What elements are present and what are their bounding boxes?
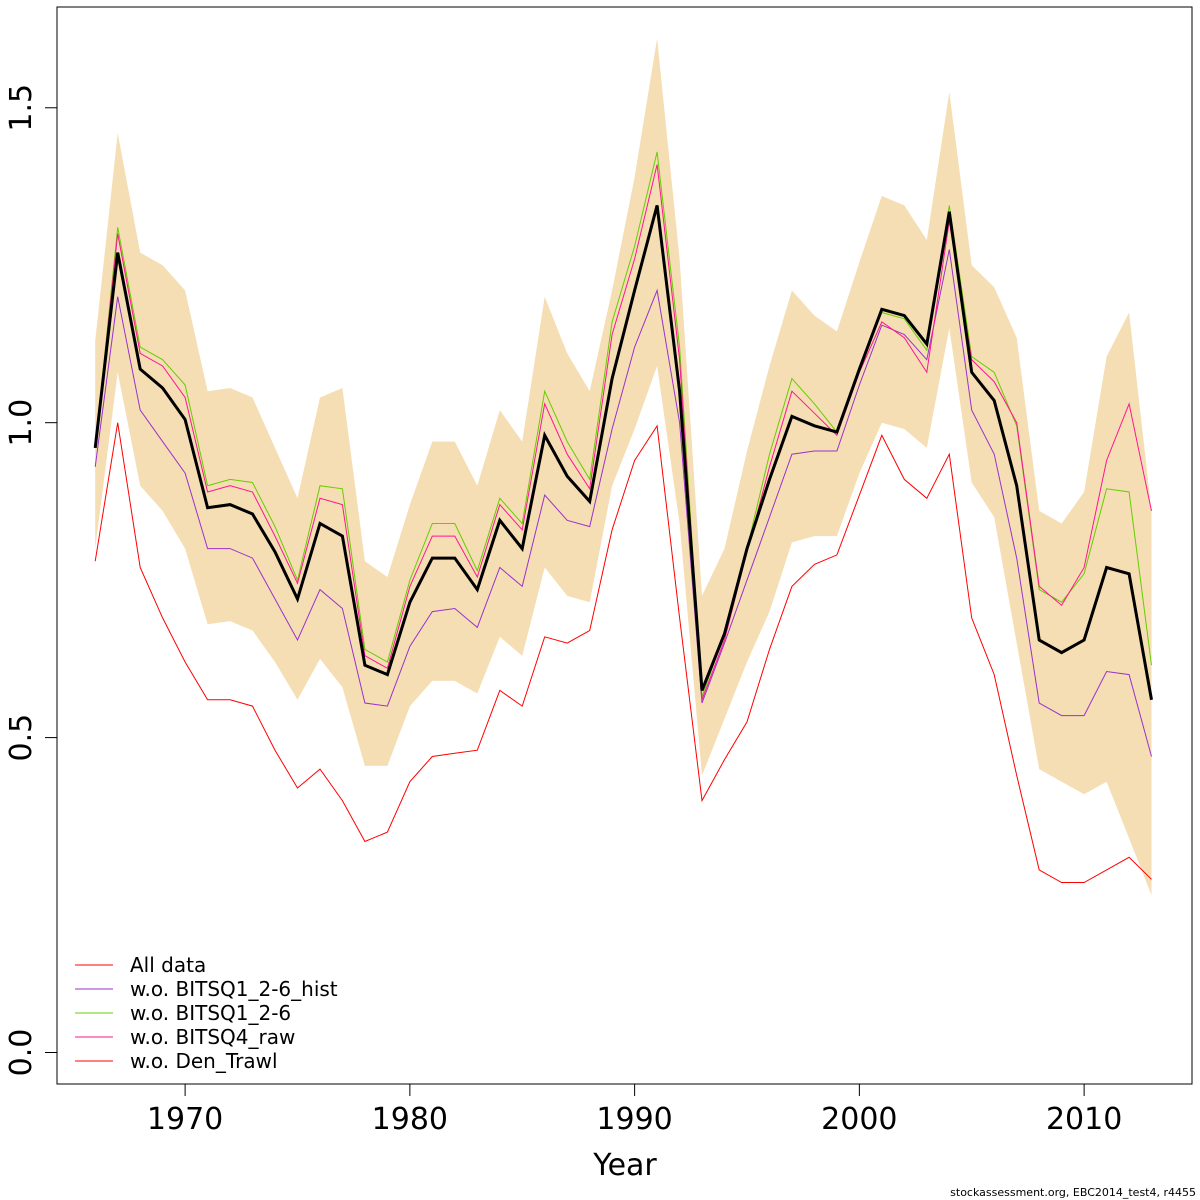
series-lines: [93, 151, 1153, 883]
y-tick-label: 0.5: [4, 714, 39, 762]
confidence-band-area: [95, 38, 1152, 896]
x-tick-label: 2010: [1046, 1102, 1122, 1137]
x-tick-label: 1970: [147, 1102, 223, 1137]
legend-label: All data: [130, 953, 206, 977]
legend-label: w.o. BITSQ4_raw: [130, 1025, 295, 1049]
legend-label: w.o. BITSQ1_2-6_hist: [130, 977, 338, 1001]
legend-entry: w.o. Den_Trawl: [75, 1049, 278, 1073]
legend-entry: w.o. BITSQ4_raw: [75, 1025, 295, 1049]
series-line-4: [94, 164, 1152, 700]
y-tick-label: 1.0: [4, 399, 39, 447]
confidence-band: [95, 38, 1152, 896]
legend-label: w.o. BITSQ1_2-6: [130, 1001, 291, 1025]
series-line-2: [94, 249, 1152, 757]
series-line-3: [94, 151, 1152, 697]
x-axis: 1970 1980 1990 2000 2010: [147, 1083, 1122, 1137]
x-tick-label: 1990: [596, 1102, 672, 1137]
legend-entry: w.o. BITSQ1_2-6_hist: [75, 977, 338, 1001]
series-line-5: [93, 205, 1153, 701]
series-line-1: [94, 422, 1152, 883]
x-axis-title: Year: [592, 1148, 657, 1183]
y-tick-label: 0.0: [4, 1029, 39, 1077]
footer-credit: stockassessment.org, EBC2014_test4, r445…: [950, 1186, 1196, 1199]
legend-entry: All data: [75, 953, 206, 977]
x-tick-label: 2000: [821, 1102, 897, 1137]
y-axis: 0.0 0.5 1.0 1.5: [4, 84, 58, 1077]
y-tick-label: 1.5: [4, 84, 39, 132]
legend-entry: w.o. BITSQ1_2-6: [75, 1001, 291, 1025]
x-tick-label: 1980: [372, 1102, 448, 1137]
legend-label: w.o. Den_Trawl: [130, 1049, 278, 1073]
